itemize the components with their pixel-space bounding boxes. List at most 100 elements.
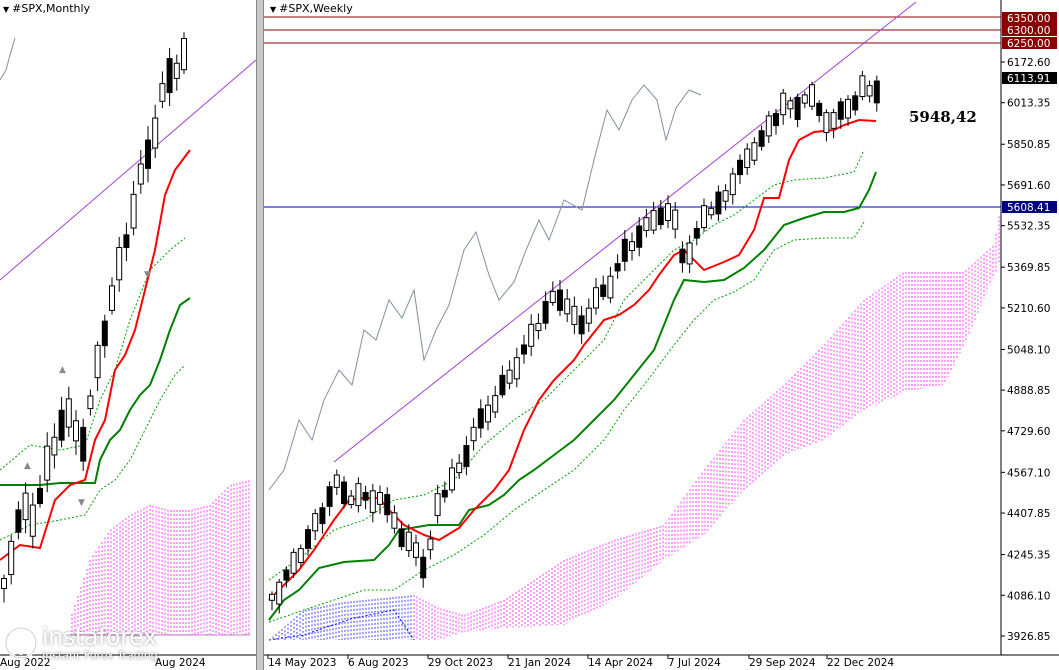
candle-body [751, 142, 758, 161]
candle-body [650, 210, 657, 231]
trend-line [0, 59, 256, 281]
weekly-chart[interactable]: 5948,42 6172.60 6013.35 5850.85 5691.60 5532.… [264, 0, 1059, 670]
candle-body [101, 320, 108, 347]
candle-body [15, 509, 22, 533]
candle-body [87, 395, 94, 410]
candle-body [657, 207, 664, 226]
candle-body [173, 62, 180, 79]
x-tick-label: 29 Sep 2024 [749, 657, 816, 669]
candle-body [672, 209, 679, 230]
candle-body [744, 148, 751, 169]
tenkan-sen-line [268, 118, 877, 601]
candle-body [837, 101, 844, 120]
candle-body [593, 287, 599, 309]
x-tick-label: 14 May 2023 [268, 657, 336, 669]
candle-body [80, 426, 87, 462]
candle-body [636, 225, 643, 248]
y-tick-label: 6172.60 [1007, 57, 1050, 69]
weekly-candles [269, 70, 880, 614]
candle-body [441, 489, 448, 498]
candle-body [341, 481, 347, 504]
y-tick-label: 5369.85 [1007, 262, 1050, 274]
candle-body [362, 491, 369, 501]
candle-body [621, 238, 628, 262]
candle-body [492, 395, 499, 413]
candle-body [693, 227, 700, 239]
x-tick-label: Aug 2022 [0, 657, 51, 669]
candle-body [722, 190, 729, 202]
x-tick-label: 22 Dec 2024 [827, 657, 894, 669]
candle-body [535, 322, 542, 332]
candle-body [405, 531, 412, 552]
envelope-upper-line [268, 149, 865, 581]
candle-body [434, 493, 441, 516]
candle-body [513, 357, 520, 380]
dropdown-arrow-icon[interactable]: ▼ [3, 5, 10, 14]
candle-body [765, 115, 772, 137]
price-tag-label: 5608.41 [1007, 202, 1050, 214]
x-tick-label: 21 Jan 2024 [508, 657, 571, 669]
candle-body [571, 305, 578, 325]
candle-body [557, 289, 563, 311]
candle-body [297, 548, 304, 564]
price-axis-background [1001, 0, 1059, 670]
x-tick-label: 7 Jul 2024 [668, 657, 721, 669]
candle-body [44, 445, 51, 481]
pane-divider[interactable] [256, 0, 264, 670]
candle-body [269, 593, 275, 601]
candle-body [521, 344, 527, 355]
candle-body [22, 492, 29, 521]
chikou-span [0, 37, 16, 81]
candle-body [629, 241, 635, 251]
candle-body [780, 92, 787, 116]
candle-body [463, 445, 470, 468]
candle-body [816, 102, 823, 116]
candle-body [384, 494, 391, 516]
kijun-sen-line [0, 297, 191, 486]
candle-body [470, 426, 477, 442]
candle-body [701, 205, 707, 229]
candle-body [708, 207, 715, 216]
candle-body [58, 409, 65, 441]
y-tick-label: 3926.85 [1007, 631, 1050, 643]
candle-body [845, 98, 851, 119]
y-tick-label: 4729.60 [1007, 426, 1050, 438]
fractal-arrow-icon: ▲ [59, 365, 66, 375]
candle-body [578, 315, 585, 335]
candle-body [607, 275, 614, 299]
candle-body [506, 369, 513, 384]
candle-body [166, 58, 173, 94]
candle-body [326, 486, 333, 507]
candle-body [643, 217, 650, 231]
candle-body [686, 242, 693, 265]
weekly-chart-pane[interactable]: 5948,42 6172.60 6013.35 5850.85 5691.60 5532.… [264, 0, 1059, 670]
candle-body [137, 163, 144, 185]
monthly-chart[interactable]: ▲ ▲ ▼ ▼ Aug 2022 Aug 2024 [0, 0, 256, 670]
y-tick-label: 4888.85 [1007, 385, 1050, 397]
candle-body [859, 75, 866, 98]
candle-body [679, 248, 686, 264]
candle-body [377, 492, 383, 505]
x-tick-label: Aug 2024 [155, 657, 206, 669]
candle-body [449, 467, 455, 491]
y-tick-label: 4245.35 [1007, 550, 1050, 562]
fractal-arrow-icon: ▼ [144, 270, 151, 280]
candle-body [420, 556, 427, 579]
price-tag-label: 6300.00 [1007, 25, 1050, 37]
candle-body [528, 323, 535, 347]
candle-body [145, 139, 151, 169]
candle-body [773, 113, 779, 127]
price-tag-label: 6250.00 [1007, 38, 1050, 50]
dropdown-arrow-icon[interactable]: ▼ [270, 5, 277, 14]
candle-body [333, 474, 340, 488]
candle-body [866, 85, 873, 97]
annotation-label: 5948,42 [909, 108, 977, 126]
candle-body [355, 483, 362, 507]
cloud-lower-span-bear [268, 609, 415, 641]
monthly-chart-pane[interactable]: ▲ ▲ ▼ ▼ Aug 2022 Aug 2024 ▼ #SPX,Monthly [0, 0, 256, 670]
candle-body [305, 529, 311, 549]
candle-body [823, 112, 830, 133]
candle-body [159, 83, 166, 102]
candle-body [485, 404, 491, 423]
ichimoku-cloud [71, 480, 250, 635]
